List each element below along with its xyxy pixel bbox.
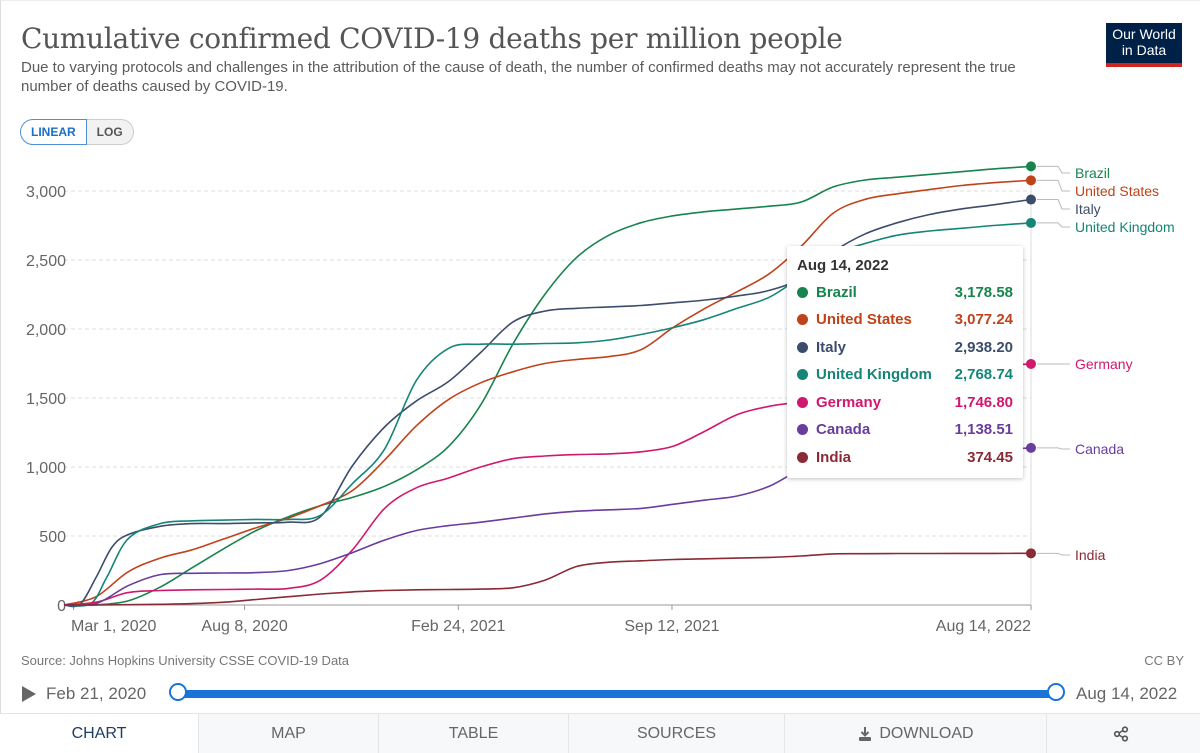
tooltip-series-name: United Kingdom [816,366,955,383]
legend-dot-icon [797,452,808,463]
chart-title: Cumulative confirmed COVID-19 deaths per… [21,22,843,55]
tooltip-series-value: 2,938.20 [955,339,1013,356]
download-icon [857,726,873,742]
series-end-marker-india[interactable] [1026,548,1036,558]
chart-subtitle: Due to varying protocols and challenges … [21,58,1061,96]
series-label-united-states[interactable]: United States [1075,183,1159,199]
log-scale-button[interactable]: LOG [87,119,134,145]
y-tick-label: 0 [57,598,66,615]
legend-dot-icon [797,287,808,298]
tab-label: CHART [72,725,127,743]
tooltip-series-value: 3,178.58 [955,284,1013,301]
series-end-marker-canada[interactable] [1026,443,1036,453]
x-tick-label: Aug 14, 2022 [936,618,1031,635]
series-label-india[interactable]: India [1075,547,1106,563]
tooltip-series-name: United States [816,311,955,328]
tooltip-date: Aug 14, 2022 [797,257,889,274]
series-label-united-kingdom[interactable]: United Kingdom [1075,219,1175,235]
tooltip-series-value: 1,138.51 [955,421,1013,438]
x-tick-label: Mar 1, 2020 [71,618,156,635]
tab-sources[interactable]: SOURCES [568,714,784,753]
legend-dot-icon [797,314,808,325]
legend-dot-icon [797,424,808,435]
tooltip-series-value: 2,768.74 [955,366,1013,383]
play-icon[interactable] [22,686,36,702]
tab-map[interactable]: MAP [198,714,378,753]
source-note[interactable]: Source: Johns Hopkins University CSSE CO… [21,653,349,668]
label-connector [1037,448,1070,449]
series-label-brazil[interactable]: Brazil [1075,165,1110,181]
tooltip-series-name: Brazil [816,284,955,301]
tab-label: MAP [271,725,306,743]
y-tick-label: 2,000 [26,322,66,339]
legend-dot-icon [797,342,808,353]
y-tick-label: 3,000 [26,184,66,201]
legend-dot-icon [797,369,808,380]
logo-line-2: in Data [1106,42,1182,58]
x-tick-label: Feb 24, 2021 [411,618,505,635]
tab-label: DOWNLOAD [879,725,973,743]
logo-line-1: Our World [1106,26,1182,42]
tooltip-series-name: India [816,449,967,466]
series-label-italy[interactable]: Italy [1075,201,1101,217]
timeline-track[interactable] [178,690,1056,698]
timeline: Feb 21, 2020 Aug 14, 2022 [0,680,1200,710]
timeline-start-date: Feb 21, 2020 [46,684,146,704]
series-end-marker-united-kingdom[interactable] [1026,218,1036,228]
tab-table[interactable]: TABLE [378,714,568,753]
tab-bar: CHART MAP TABLE SOURCES DOWNLOAD [0,713,1200,753]
series-end-marker-germany[interactable] [1026,359,1036,369]
timeline-start-handle[interactable] [169,683,187,701]
series-label-germany[interactable]: Germany [1075,356,1133,372]
series-label-canada[interactable]: Canada [1075,441,1124,457]
y-tick-label: 500 [39,529,66,546]
label-connector [1037,200,1070,209]
tooltip-series-name: Canada [816,421,955,438]
tooltip-series-value: 374.45 [967,449,1013,466]
label-connector [1037,223,1070,227]
x-tick-label: Aug 8, 2020 [201,618,287,635]
owid-logo[interactable]: Our World in Data [1106,23,1182,67]
series-end-marker-italy[interactable] [1026,195,1036,205]
legend-dot-icon [797,397,808,408]
label-connector [1037,166,1070,173]
tooltip-series-value: 3,077.24 [955,311,1013,328]
tab-label: SOURCES [637,725,716,743]
timeline-end-handle[interactable] [1047,683,1065,701]
timeline-end-date: Aug 14, 2022 [1076,684,1177,704]
share-button[interactable] [1046,714,1200,753]
series-line-india[interactable] [64,553,1031,605]
x-tick-label: Sep 12, 2021 [624,618,719,635]
y-tick-label: 1,500 [26,391,66,408]
tab-chart[interactable]: CHART [0,714,198,753]
label-connector [1037,553,1070,555]
tab-label: TABLE [449,725,499,743]
series-end-marker-united-states[interactable] [1026,175,1036,185]
tooltip-series-name: Germany [816,394,955,411]
tooltip-series-name: Italy [816,339,955,356]
y-tick-label: 2,500 [26,253,66,270]
tooltip-series-value: 1,746.80 [955,394,1013,411]
y-tick-label: 1,000 [26,460,66,477]
label-connector [1037,180,1070,191]
series-end-marker-brazil[interactable] [1026,161,1036,171]
share-icon [1113,726,1129,742]
scale-toggle: LINEAR LOG [20,119,134,145]
linear-scale-button[interactable]: LINEAR [20,119,87,145]
tab-download[interactable]: DOWNLOAD [784,714,1046,753]
license-link[interactable]: CC BY [1144,653,1184,668]
